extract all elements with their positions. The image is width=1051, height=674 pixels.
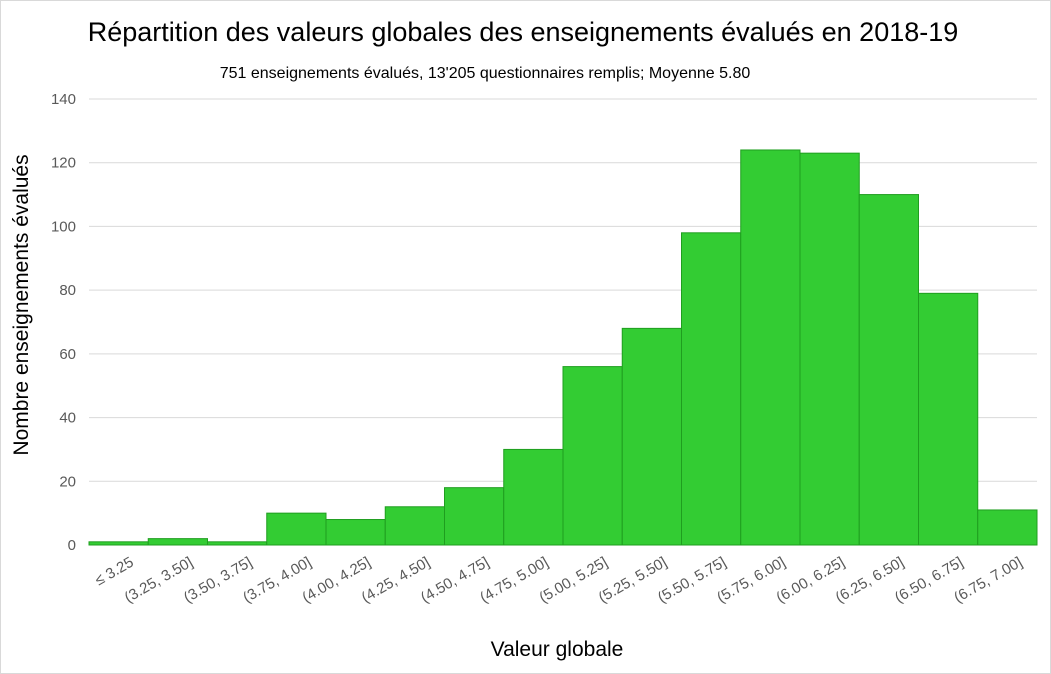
x-axis-ticks: ≤ 3.25(3.25, 3.50](3.50, 3.75](3.75, 4.0… bbox=[92, 554, 1025, 607]
bar bbox=[503, 448, 564, 546]
bar bbox=[918, 292, 979, 546]
y-tick-label: 140 bbox=[51, 91, 76, 108]
chart-subtitle: 751 enseignements évalués, 13'205 questi… bbox=[220, 65, 751, 82]
y-tick-label: 0 bbox=[68, 537, 76, 554]
bar bbox=[384, 506, 445, 546]
bar bbox=[266, 512, 327, 546]
x-axis-title: Valeur globale bbox=[491, 638, 624, 661]
x-tick-label: ≤ 3.25 bbox=[92, 554, 137, 590]
bar bbox=[444, 487, 505, 546]
y-axis-title: Nombre enseignements évalués bbox=[10, 154, 33, 455]
bar bbox=[325, 519, 386, 546]
bar bbox=[207, 541, 268, 546]
y-tick-label: 100 bbox=[51, 218, 76, 235]
bars bbox=[88, 149, 1038, 546]
bar bbox=[740, 149, 801, 546]
y-tick-label: 20 bbox=[59, 473, 76, 490]
y-axis-ticks: 0 20 40 60 80 100 120 140 bbox=[51, 91, 76, 554]
bar bbox=[147, 538, 208, 546]
bar bbox=[88, 541, 149, 546]
y-tick-label: 80 bbox=[59, 282, 76, 299]
bar bbox=[621, 327, 682, 546]
y-tick-label: 60 bbox=[59, 346, 76, 363]
y-tick-label: 40 bbox=[59, 410, 76, 427]
chart-title: Répartition des valeurs globales des ens… bbox=[88, 17, 959, 47]
bar bbox=[681, 232, 742, 546]
bar bbox=[977, 509, 1038, 546]
bar bbox=[562, 366, 623, 546]
x-tick-label: (6.75, 7.00] bbox=[951, 554, 1025, 607]
y-tick-label: 120 bbox=[51, 155, 76, 172]
bar bbox=[799, 152, 860, 546]
bar bbox=[858, 194, 919, 546]
